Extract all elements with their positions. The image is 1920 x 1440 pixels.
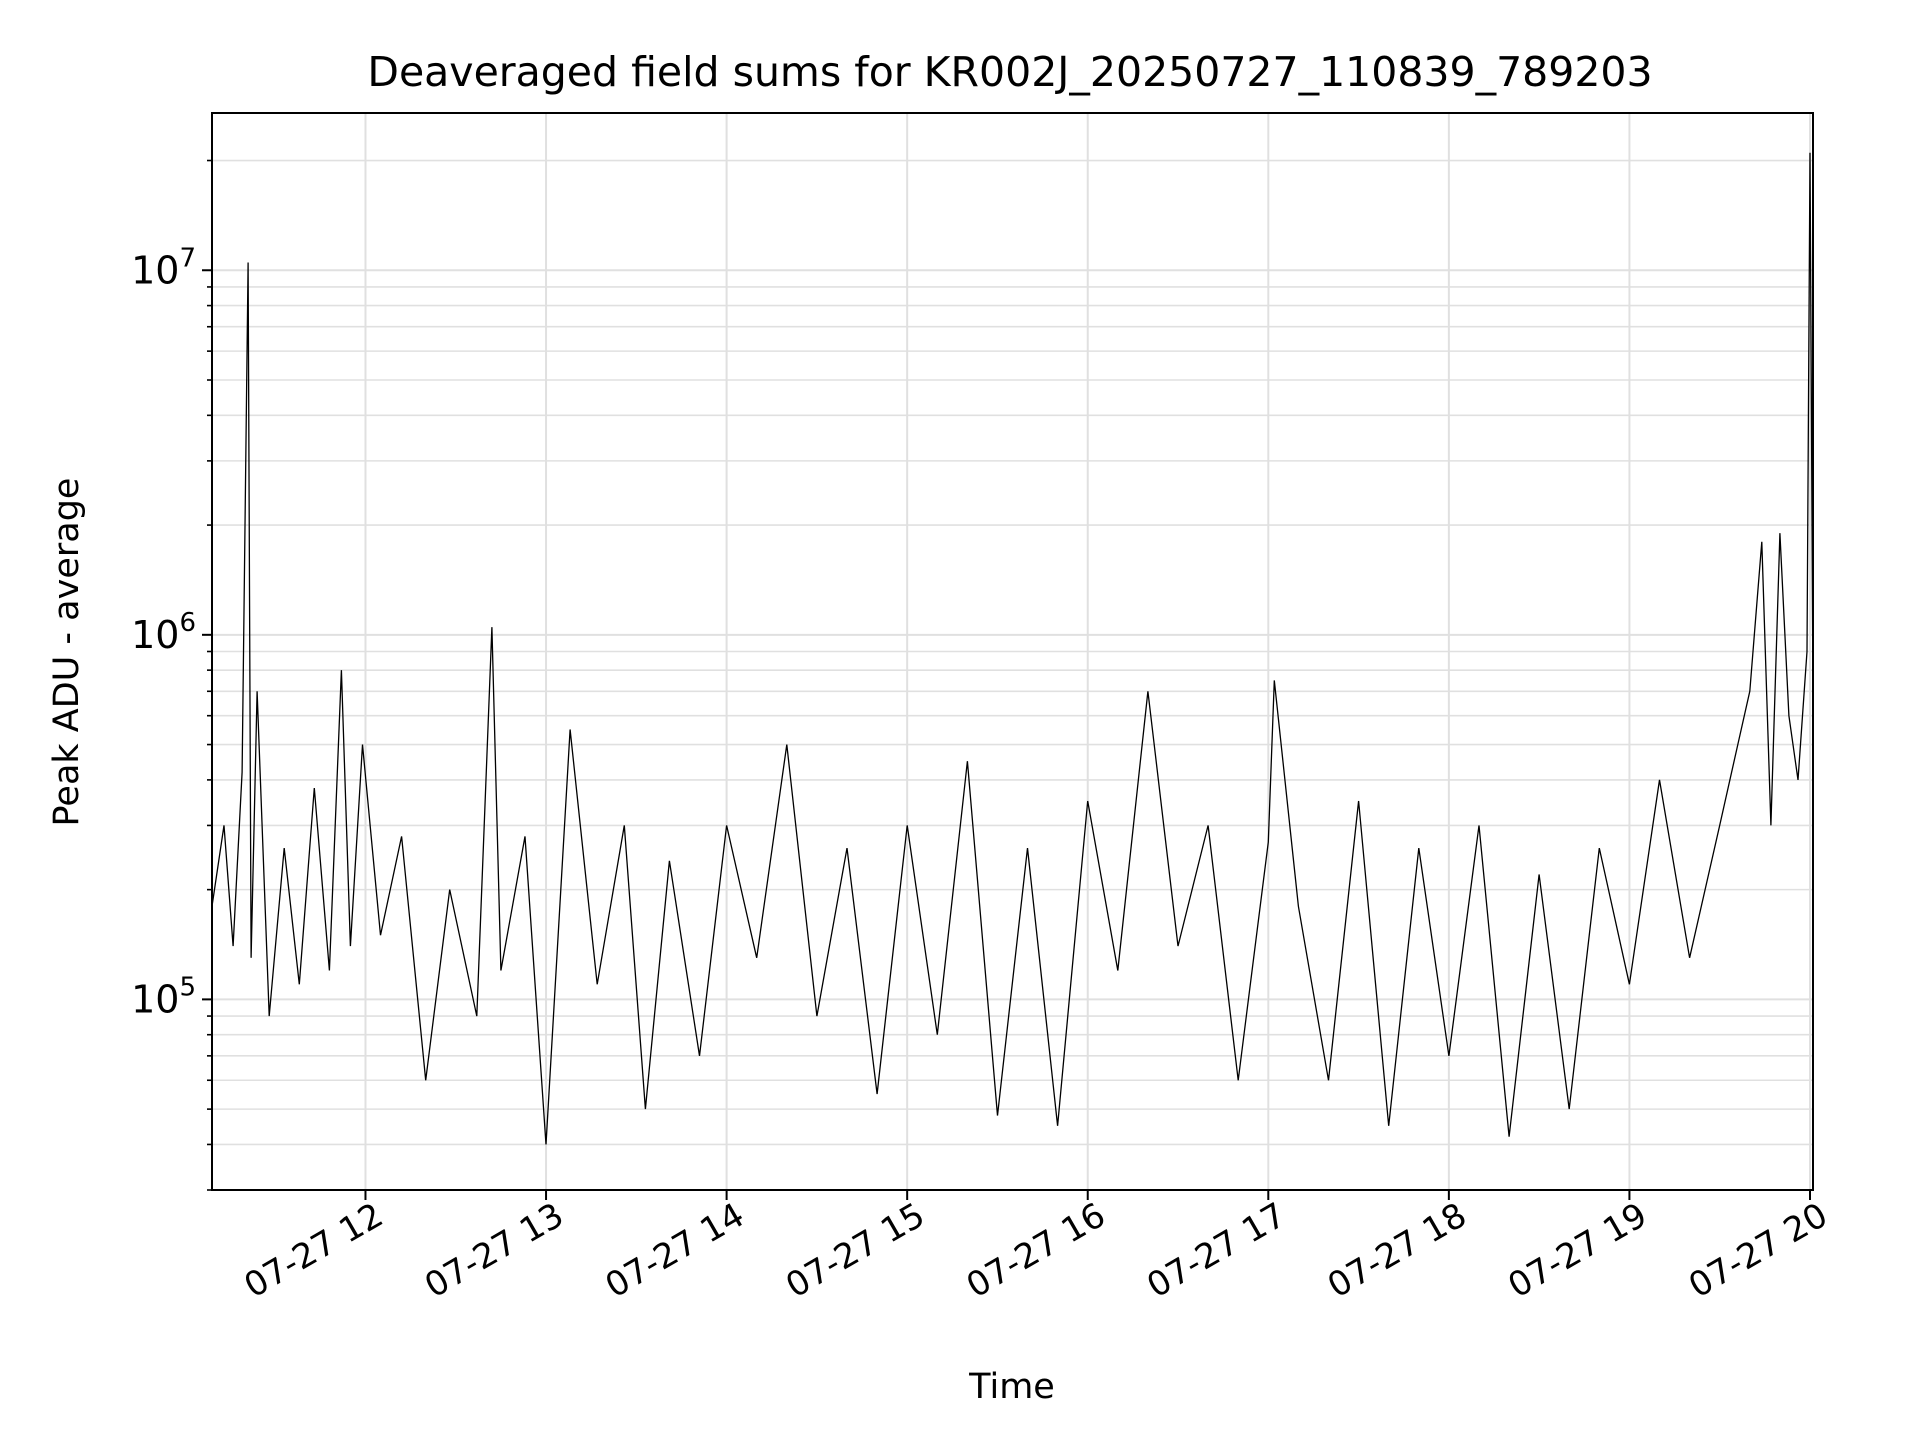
chart-title: Deaveraged field sums for KR002J_2025072… [367, 48, 1652, 96]
y-axis-label: Peak ADU - average [47, 478, 87, 827]
grid-lines [212, 113, 1813, 1191]
x-axis-label: Time [968, 1367, 1055, 1407]
y-axis-ticks: 105 106 107 [131, 159, 212, 1191]
y-tick-label: 105 [131, 972, 196, 1021]
series-line [211, 152, 1814, 1145]
y-tick-label: 107 [131, 243, 196, 292]
y-tick-label: 106 [131, 608, 196, 657]
